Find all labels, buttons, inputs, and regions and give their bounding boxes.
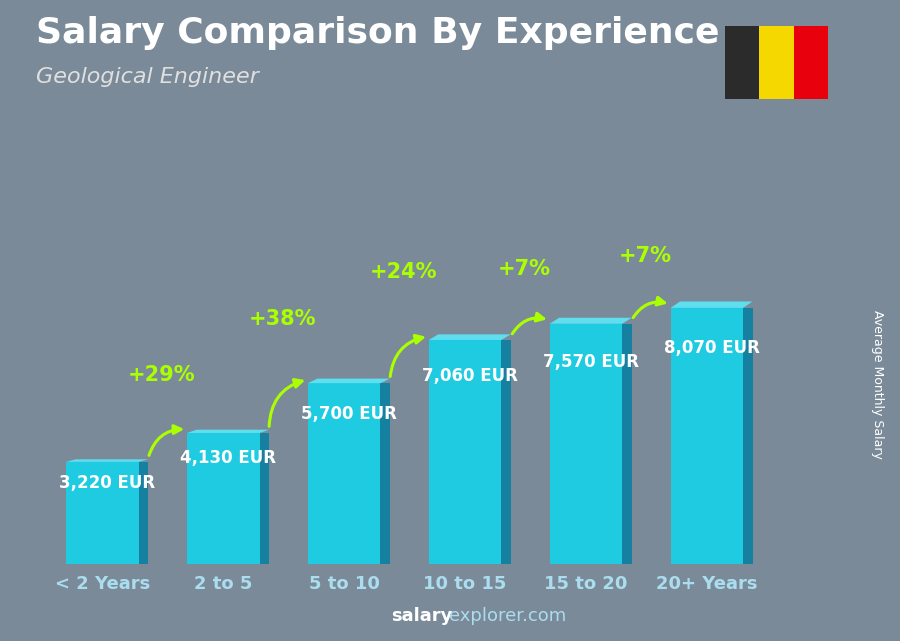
Text: explorer.com: explorer.com <box>449 607 566 625</box>
Bar <box>670 308 743 564</box>
Polygon shape <box>428 335 511 340</box>
Text: 8,070 EUR: 8,070 EUR <box>663 338 760 356</box>
Bar <box>187 433 259 564</box>
Text: 5,700 EUR: 5,700 EUR <box>301 405 397 423</box>
Text: 4,130 EUR: 4,130 EUR <box>180 449 276 467</box>
Text: Geological Engineer: Geological Engineer <box>36 67 259 87</box>
Text: +7%: +7% <box>498 259 551 279</box>
Text: +7%: +7% <box>618 246 671 266</box>
Bar <box>622 324 632 564</box>
Bar <box>308 383 381 564</box>
Text: 7,060 EUR: 7,060 EUR <box>422 367 518 385</box>
Bar <box>501 340 511 564</box>
Polygon shape <box>67 460 148 462</box>
Bar <box>743 308 752 564</box>
Text: 7,570 EUR: 7,570 EUR <box>543 353 639 370</box>
Bar <box>550 324 622 564</box>
Text: +29%: +29% <box>128 365 195 385</box>
Bar <box>428 340 501 564</box>
Polygon shape <box>550 318 632 324</box>
Text: 3,220 EUR: 3,220 EUR <box>59 474 156 492</box>
Bar <box>67 462 139 564</box>
Polygon shape <box>308 379 390 383</box>
Text: +24%: +24% <box>370 262 437 282</box>
Bar <box>139 462 148 564</box>
Polygon shape <box>670 301 752 308</box>
Bar <box>794 26 828 99</box>
Bar <box>724 26 759 99</box>
Polygon shape <box>187 429 269 433</box>
Text: Salary Comparison By Experience: Salary Comparison By Experience <box>36 16 719 50</box>
Bar <box>759 26 794 99</box>
Text: +38%: +38% <box>248 308 316 329</box>
Bar <box>381 383 390 564</box>
Bar <box>259 433 269 564</box>
Text: Average Monthly Salary: Average Monthly Salary <box>871 310 884 459</box>
Text: salary: salary <box>392 607 453 625</box>
